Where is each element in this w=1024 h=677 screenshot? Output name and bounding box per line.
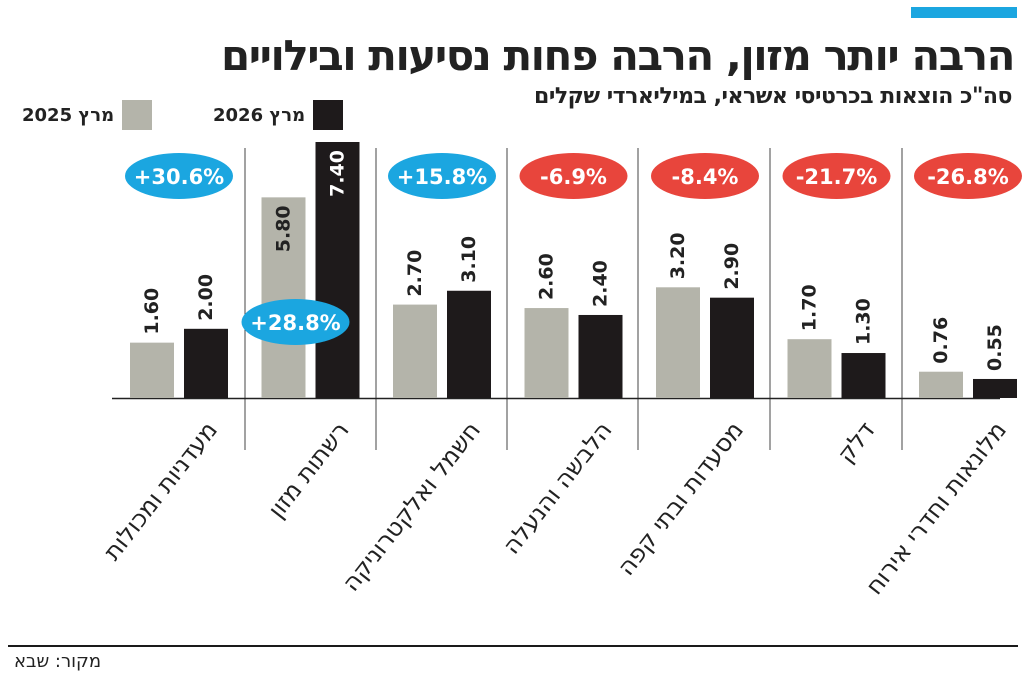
value-label-2025: 2.60 <box>536 253 558 300</box>
legend-label-2025: מרץ 2025 <box>22 104 115 126</box>
bar-2025 <box>261 197 306 398</box>
value-label-2026: 2.90 <box>721 243 743 290</box>
chart-subtitle: סה"כ הוצאות בכרטיסי אשראי, במיליארדי שקל… <box>534 84 1012 109</box>
change-badge <box>914 153 1022 199</box>
change-badge <box>651 153 759 199</box>
value-label-2026: 1.30 <box>853 298 875 345</box>
change-label: -8.4% <box>672 165 739 189</box>
change-badge <box>125 153 233 199</box>
chart-title: הרבה יותר מזון, הרבה פחות נסיעות ובילויי… <box>220 31 1016 80</box>
value-label-2026: 0.55 <box>984 324 1006 371</box>
bar-2026 <box>841 353 886 398</box>
change-label: -21.7% <box>796 165 878 189</box>
change-label: +15.8% <box>397 165 487 189</box>
change-label: +28.8% <box>250 311 340 335</box>
bar-2026 <box>973 378 1017 398</box>
bar-2026 <box>184 328 228 398</box>
change-badge <box>388 153 496 199</box>
change-label: +30.6% <box>134 165 224 189</box>
change-label: -26.8% <box>927 165 1009 189</box>
source-note: מקור: שבא <box>14 651 102 672</box>
category-label: מלונאות וחדרי אירוח <box>860 416 1012 600</box>
legend-swatch-2026 <box>313 100 344 130</box>
value-label-2025: 5.80 <box>273 205 295 252</box>
change-badge <box>241 299 350 345</box>
category-label: מעדניות ומכולות <box>98 416 223 565</box>
bar-2025 <box>787 339 832 398</box>
category-label: דלק <box>832 416 881 468</box>
value-label-2025: 0.76 <box>930 317 952 364</box>
change-badge <box>782 153 891 199</box>
value-label-2025: 2.70 <box>404 250 426 297</box>
bar-2025 <box>524 308 569 398</box>
change-badge <box>519 153 628 199</box>
accent-bar <box>911 7 1017 18</box>
bar-2025 <box>393 304 437 398</box>
bar-2026 <box>315 142 360 398</box>
legend-swatch-2025 <box>122 100 153 130</box>
value-label-2025: 1.60 <box>141 288 163 335</box>
category-label: חשמל ואלקטרוניקה <box>337 416 486 596</box>
value-label-2026: 2.00 <box>195 274 217 321</box>
bar-2026 <box>447 290 491 398</box>
bar-2025 <box>919 371 963 398</box>
category-label: מסעדות ובתי קפה <box>612 416 749 580</box>
bar-2026 <box>710 297 754 398</box>
category-label: רשתות מזון <box>262 416 354 523</box>
bottom-rule <box>8 645 1018 647</box>
legend-item-2026: מרץ 2026 <box>213 100 344 130</box>
bar-2026 <box>578 314 623 398</box>
category-label: הלבשה והנעלה <box>497 416 617 559</box>
value-label-2026: 2.40 <box>590 260 612 307</box>
value-label-2026: 7.40 <box>327 150 349 197</box>
bar-2025 <box>656 287 700 398</box>
legend-item-2025: מרץ 2025 <box>22 100 153 130</box>
legend-label-2026: מרץ 2026 <box>213 104 306 126</box>
value-label-2025: 3.20 <box>667 232 689 279</box>
bar-2025 <box>130 342 174 398</box>
value-label-2025: 1.70 <box>799 284 821 331</box>
value-label-2026: 3.10 <box>458 236 480 283</box>
change-label: -6.9% <box>540 165 607 189</box>
